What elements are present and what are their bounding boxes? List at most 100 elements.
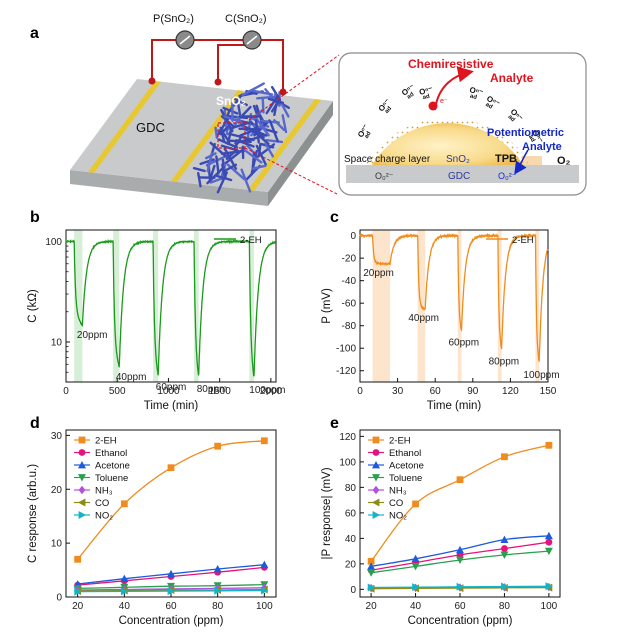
x-tick-label: 150 <box>540 386 557 397</box>
y-tick-label: 10 <box>51 337 63 348</box>
nanowire <box>243 149 263 164</box>
data-point-acetone <box>544 531 553 540</box>
nanowire <box>281 114 288 134</box>
nanowire <box>197 171 202 188</box>
x-tick-label: 0 <box>63 386 69 397</box>
y-tick-label: 0 <box>350 231 356 242</box>
tpb-region <box>522 156 542 165</box>
legend-marker-2-eh <box>372 436 380 444</box>
exposure-band <box>249 230 254 382</box>
nanowire <box>192 166 206 173</box>
y-tick-label: 0 <box>56 593 62 604</box>
plot-frame <box>359 229 549 383</box>
nanowire <box>215 155 220 175</box>
mechanism-inset: e⁻ Chemiresistive Analyte Oⁿ⁻adOⁿ⁻adOⁿ⁻a… <box>338 52 587 196</box>
data-point-ethanol <box>501 545 508 552</box>
nanowire <box>226 129 232 146</box>
exposure-band <box>153 230 159 382</box>
legend-label-no: NO₂ <box>389 511 407 522</box>
y-tick-label: -100 <box>336 344 356 355</box>
x-tick-label: 40 <box>119 601 131 612</box>
legend-marker-nh <box>78 485 86 495</box>
panel-letter-c: c <box>330 209 339 226</box>
y-tick-label: -40 <box>342 276 357 287</box>
nanowire <box>264 142 274 158</box>
y-tick-label: 40 <box>345 534 357 545</box>
data-point-2-eh <box>120 500 128 508</box>
pulse-label: 80ppm <box>489 357 520 368</box>
legend-label-nh: NH₃ <box>389 486 407 497</box>
adsorbed-oxygen-subscript: ad <box>469 93 478 101</box>
pulse-label: 40ppm <box>116 372 147 383</box>
data-point-no <box>74 587 82 596</box>
y-axis-label: |P response| (mV) <box>321 467 333 559</box>
x-tick-label: 40 <box>410 601 422 612</box>
right-electrode <box>248 99 321 191</box>
data-point-no <box>412 583 420 592</box>
adsorbed-oxygen-subscript: ad <box>527 134 536 143</box>
nanowire <box>222 106 239 115</box>
y-tick-label: 80 <box>345 483 357 494</box>
data-point-acetone <box>456 545 464 554</box>
y-axis-label: P (mV) <box>321 288 333 324</box>
data-point-ethanol <box>545 538 553 546</box>
nanowire <box>214 126 219 140</box>
lattice-oxygen-left: O₀²⁻ <box>375 171 394 181</box>
substrate-label: GDC <box>136 120 165 135</box>
legend-marker-co <box>78 498 86 507</box>
x-tick-label: 0 <box>357 386 363 397</box>
pulse-label: 60ppm <box>156 382 187 393</box>
nanowire <box>228 139 252 143</box>
data-point-acetone <box>367 562 376 570</box>
nanowire <box>255 144 267 166</box>
x-tick-label: 60 <box>165 601 177 612</box>
nanowire <box>219 125 230 136</box>
y-axis-label: C response (arb.u.) <box>27 464 39 563</box>
x-tick-label: 80 <box>499 601 511 612</box>
x-tick-label: 1500 <box>209 386 232 397</box>
meter-p-label: P(SnO₂) <box>153 13 194 25</box>
x-tick-label: 90 <box>467 386 479 397</box>
series-line-2-eh <box>359 232 549 362</box>
legend-marker-nh <box>372 485 380 495</box>
pulse-label: 60ppm <box>448 338 479 349</box>
pulse-label: 20ppm <box>77 330 108 341</box>
nanowire <box>221 163 226 177</box>
nanowire <box>223 115 241 123</box>
exposure-band <box>372 230 391 382</box>
legend-label-toluene: Toluene <box>389 473 422 484</box>
adsorbed-oxygen-subscript: ad <box>384 105 393 114</box>
analyte-right-label: Analyte <box>522 141 562 153</box>
legend-label-acetone: Acetone <box>95 461 130 472</box>
panel-letter-e: e <box>330 415 339 432</box>
legend-label-2-eh: 2-EH <box>512 235 534 246</box>
nanowire <box>241 82 265 97</box>
y-tick-label: 60 <box>345 508 357 519</box>
plot-frame <box>65 229 277 383</box>
potentiometric-arrow <box>514 149 529 175</box>
nanowire <box>206 165 226 185</box>
meter-c <box>242 30 262 50</box>
data-point-acetone <box>500 535 509 544</box>
nanowire <box>279 101 290 118</box>
nanowire <box>256 95 277 100</box>
pulse-label: 20ppm <box>363 268 394 279</box>
pulse-label: 40ppm <box>408 313 439 324</box>
nanowire <box>208 164 216 182</box>
y-tick-label: -120 <box>336 366 356 377</box>
y-tick-label: 100 <box>339 457 356 468</box>
data-point-2-eh <box>367 557 375 565</box>
y-axis-label: C (kΩ) <box>27 289 39 323</box>
y-tick-label: 0 <box>350 585 356 596</box>
legend-label-co: CO <box>95 498 109 509</box>
adsorbed-oxygen: Oⁿ⁻ <box>418 85 433 97</box>
data-point-2-eh <box>214 442 222 450</box>
legend-label-toluene: Toluene <box>95 473 128 484</box>
nanowire <box>269 120 279 143</box>
y-tick-label: 30 <box>51 431 63 442</box>
legend-marker-acetone <box>78 461 86 469</box>
adsorbed-oxygen: Oⁿ⁻ <box>468 85 483 97</box>
film-label: SnO₂ <box>216 94 246 108</box>
exposure-band <box>113 230 120 382</box>
